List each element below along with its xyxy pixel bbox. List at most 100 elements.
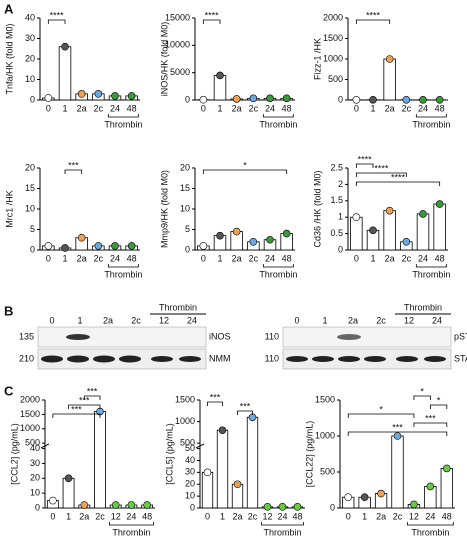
mean-dot: [385, 55, 394, 63]
y-axis-label: [CCL5] (pg/mL): [164, 423, 174, 485]
x-tick-label: 1: [66, 511, 71, 521]
sig-label: ***: [79, 395, 90, 405]
lane-label: 12: [159, 315, 169, 325]
protein-label: NMM: [209, 353, 231, 363]
group-bracket: [109, 522, 154, 526]
y-tick-label: 10: [185, 490, 195, 500]
y-tick-label: 30: [25, 33, 35, 43]
x-tick-label: 48: [292, 511, 302, 521]
x-tick-label: 1: [217, 103, 222, 113]
mean-dot: [199, 242, 208, 250]
sig-bracket: [355, 19, 391, 24]
y-tick-label: 0: [30, 244, 35, 254]
x-tick-label: 1: [220, 511, 225, 521]
mean-dot: [64, 474, 73, 483]
sig-label: ****: [358, 154, 373, 164]
y-tick-label: 5: [185, 224, 190, 234]
sig-label: ***: [240, 401, 251, 411]
y-tick-label: 40: [25, 12, 35, 22]
sig-bracket: [64, 169, 83, 174]
sig-label: ****: [366, 10, 381, 20]
mean-dot: [111, 501, 120, 509]
x-tick-label: 24: [110, 103, 120, 113]
bar: [216, 429, 229, 509]
x-tick-label: 1: [62, 103, 67, 113]
y-tick-label: 0.5: [330, 228, 343, 238]
mean-dot: [94, 90, 103, 98]
x-tick-label: 12: [111, 511, 121, 521]
x-tick-label: 24: [425, 511, 435, 521]
x-tick-label: 2c: [402, 253, 412, 263]
lane-label: 24: [187, 315, 197, 325]
group-label: Thrombin: [112, 527, 150, 537]
y-tick-label: 1500: [175, 394, 195, 404]
x-tick-label: 2a: [232, 511, 242, 521]
mean-dot: [77, 90, 86, 98]
x-tick-label: 2a: [385, 103, 395, 113]
x-tick-label: 48: [127, 253, 137, 263]
sig-bracket: [355, 163, 374, 168]
y-tick-label: 0: [35, 502, 40, 512]
mean-dot: [127, 92, 136, 100]
lane-label: 2a: [103, 315, 113, 325]
mean-dot: [360, 493, 369, 502]
x-tick-label: 1: [362, 511, 367, 521]
x-tick-label: 1: [217, 253, 222, 263]
y-tick-label: 10000: [165, 40, 190, 50]
y-tick-label: 20: [180, 162, 190, 172]
y-axis-label: Fizz-1 /HK: [312, 38, 322, 80]
lane-label: 12: [404, 315, 414, 325]
mean-dot: [80, 501, 89, 509]
x-tick-label: 2c: [94, 103, 104, 113]
y-tick-label: 40: [30, 443, 40, 453]
bar: [416, 213, 430, 251]
x-tick-label: 24: [265, 253, 275, 263]
mean-dot: [232, 227, 241, 236]
sig-label: ***: [210, 392, 221, 402]
x-tick-label: 24: [418, 103, 428, 113]
mean-dot: [426, 482, 435, 491]
mw-label: 110: [265, 353, 279, 363]
bar: [58, 46, 72, 101]
x-tick-label: 24: [110, 253, 120, 263]
x-tick-label: 0: [201, 103, 206, 113]
bar: [433, 203, 446, 251]
panel-letter: B: [4, 303, 13, 318]
y-tick-label: 10: [180, 203, 190, 213]
mean-dot: [435, 200, 444, 208]
x-tick-label: 24: [277, 511, 287, 521]
protein-label: pSTAT6: [454, 331, 467, 341]
y-tick-label: 20: [25, 53, 35, 63]
y-tick-label: 15: [25, 183, 35, 193]
group-bracket: [262, 114, 294, 118]
panel-letter: A: [4, 1, 14, 16]
lane-label: 0: [294, 315, 299, 325]
x-tick-label: 48: [435, 253, 445, 263]
x-tick-label: 48: [435, 103, 445, 113]
bar: [350, 216, 363, 251]
sig-label: ****: [374, 163, 389, 173]
x-tick-label: 2c: [402, 103, 412, 113]
mean-dot: [127, 501, 136, 509]
y-tick-label: 30: [30, 458, 40, 468]
sig-label: ****: [50, 10, 65, 20]
bar: [391, 435, 404, 509]
protein-label: iNOS: [209, 331, 231, 341]
y-tick-label: 10: [25, 203, 35, 213]
mean-dot: [266, 235, 274, 244]
sig-label: *: [379, 404, 383, 414]
mean-dot: [352, 213, 361, 221]
x-tick-label: 48: [142, 511, 152, 521]
bar: [440, 467, 453, 509]
x-tick-label: 2a: [232, 253, 242, 263]
x-tick-label: 2a: [376, 511, 386, 521]
y-tick-label: 20: [25, 162, 35, 172]
y-tick-label: 1: [338, 212, 343, 222]
x-tick-label: 2c: [393, 511, 403, 521]
lane-label: 2a: [348, 315, 358, 325]
mean-dot: [352, 95, 361, 104]
x-tick-label: 12: [262, 511, 272, 521]
sig-bracket: [202, 19, 221, 24]
sig-bracket: [202, 169, 288, 174]
y-tick-label: 10: [30, 488, 40, 498]
